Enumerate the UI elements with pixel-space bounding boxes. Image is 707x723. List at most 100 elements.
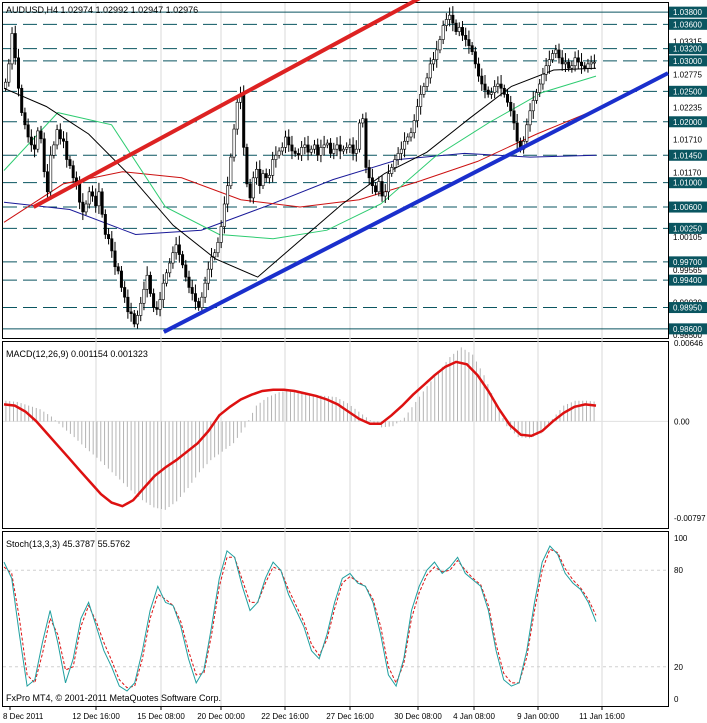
candle-body [100, 191, 104, 215]
candle-body [551, 53, 555, 60]
candle-body [52, 144, 56, 156]
main-header: AUDUSD,H4 1.02974 1.02992 1.02947 1.0297… [6, 5, 198, 15]
candle-body [312, 144, 316, 150]
stoch-signal-line [3, 548, 597, 689]
candle-body [383, 191, 387, 197]
candle-body [589, 61, 593, 65]
candle-body [287, 136, 291, 146]
candle-body [20, 87, 24, 113]
candle-body [570, 65, 574, 69]
candle-body [493, 86, 497, 93]
candle-body [338, 144, 342, 152]
candle-body [78, 183, 82, 203]
level-price-label: 1.01000 [673, 179, 702, 188]
time-tick-label: 30 Dec 08:00 [394, 712, 442, 721]
candle-body [152, 293, 156, 308]
time-tick-label: 11 Jan 16:00 [579, 712, 625, 721]
candle-body [293, 150, 297, 154]
candle-body [203, 282, 207, 298]
candle-body [29, 136, 33, 146]
ma-green-line [3, 75, 597, 240]
level-price-label: 1.03000 [673, 57, 702, 66]
level-price-label: 1.03200 [673, 45, 702, 54]
candle-body [84, 203, 88, 213]
candle-body [177, 244, 181, 255]
candle-body [502, 87, 506, 95]
candle-body [174, 244, 178, 254]
price-tick-label: 0.99565 [673, 266, 702, 275]
candle-body [148, 274, 152, 294]
candle-body [300, 147, 304, 156]
level-price-badge [669, 6, 707, 18]
candle-body [489, 92, 493, 95]
candle-body [406, 136, 410, 142]
candle-body [58, 129, 62, 140]
candle-body [94, 195, 98, 207]
candle-body [116, 266, 120, 272]
candle-body [403, 140, 407, 150]
level-price-label: 0.98600 [673, 325, 702, 334]
candle-body [222, 203, 226, 227]
candle-body [351, 144, 355, 154]
candle-body [567, 61, 571, 69]
candle-body [213, 252, 217, 258]
candle-body [164, 272, 168, 284]
level-price-label: 1.00250 [673, 224, 702, 233]
candle-body [187, 276, 191, 288]
candle-body [441, 25, 445, 40]
candle-body [261, 173, 265, 187]
stoch-header: Stoch(13,3,3) 45.3787 55.5762 [6, 539, 130, 549]
candle-body [23, 112, 27, 126]
price-tick-label: 1.03315 [673, 38, 702, 47]
candle-body [509, 101, 513, 112]
candle-body [573, 57, 577, 67]
time-tick-label: 15 Dec 08:00 [137, 712, 185, 721]
time-tick-label: 20 Dec 00:00 [197, 712, 245, 721]
candle-body [309, 148, 313, 153]
candle-body [242, 94, 246, 148]
candle-body [290, 144, 294, 152]
candle-body [229, 156, 233, 187]
level-price-label: 1.03600 [673, 20, 702, 29]
level-price-badge [669, 302, 707, 314]
candles [4, 6, 596, 329]
price-tick-label: 1.01170 [673, 168, 702, 177]
candle-body [306, 144, 310, 153]
candle-body [97, 191, 101, 207]
candle-body [277, 150, 281, 156]
candle-body [390, 167, 394, 174]
candle-body [245, 147, 249, 185]
candle-body [483, 83, 487, 91]
candle-body [284, 136, 288, 148]
candle-body [258, 168, 262, 187]
ma-red-line [3, 109, 597, 223]
candle-body [71, 165, 75, 179]
trendline-up [32, 0, 421, 209]
candle-body [158, 299, 162, 310]
candle-body [528, 110, 532, 126]
candle-body [42, 138, 46, 173]
stoch-main-line [3, 545, 597, 692]
candle-body [36, 130, 40, 150]
candle-body [129, 311, 133, 314]
candle-body [554, 49, 558, 54]
candle-body [454, 22, 458, 32]
level-price-badge [669, 177, 707, 189]
candle-body [271, 159, 275, 176]
candle-body [380, 181, 384, 197]
candle-body [451, 14, 455, 24]
level-price-badge [669, 85, 707, 97]
candle-body [16, 57, 20, 89]
candle-body [123, 287, 127, 298]
candle-body [126, 296, 130, 313]
candle-body [87, 191, 91, 205]
candle-body [534, 92, 538, 101]
candle-body [341, 148, 345, 152]
candle-body [396, 153, 400, 160]
main-panel [2, 2, 669, 339]
candle-body [248, 183, 252, 199]
candle-body [477, 63, 481, 77]
candle-body [171, 252, 175, 264]
candle-body [325, 142, 329, 146]
candle-body [422, 86, 426, 95]
